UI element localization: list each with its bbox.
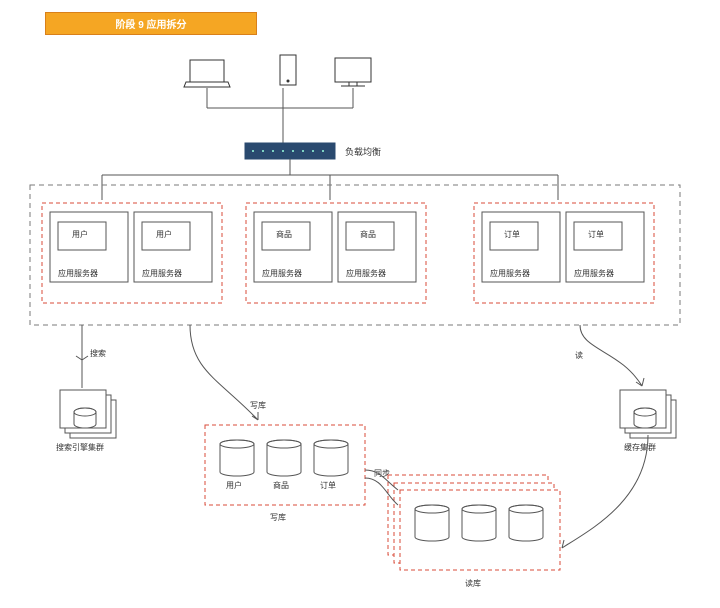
diagram-canvas — [0, 0, 720, 608]
